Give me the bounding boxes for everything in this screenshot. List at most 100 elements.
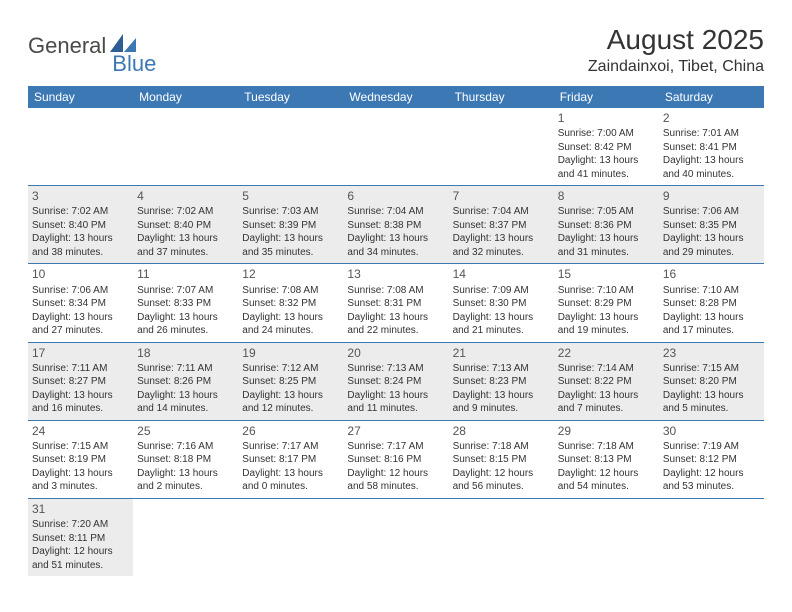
day-header: Friday xyxy=(554,86,659,108)
day-info-line: Sunset: 8:29 PM xyxy=(558,297,655,311)
day-info-line: Daylight: 13 hours xyxy=(663,389,760,403)
day-info-line: Daylight: 12 hours xyxy=(558,467,655,481)
day-info-line: Daylight: 12 hours xyxy=(32,545,129,559)
day-info-line: Sunset: 8:28 PM xyxy=(663,297,760,311)
day-number: 8 xyxy=(558,188,655,204)
day-info-line: and 12 minutes. xyxy=(242,402,339,416)
day-info-line: and 27 minutes. xyxy=(32,324,129,338)
day-info-line: Sunset: 8:42 PM xyxy=(558,141,655,155)
day-info-line: and 21 minutes. xyxy=(453,324,550,338)
day-info-line: Sunrise: 7:18 AM xyxy=(558,440,655,454)
day-number: 25 xyxy=(137,423,234,439)
calendar-day-cell: 15Sunrise: 7:10 AMSunset: 8:29 PMDayligh… xyxy=(554,264,659,342)
day-info-line: Sunset: 8:35 PM xyxy=(663,219,760,233)
day-info-line: Sunrise: 7:05 AM xyxy=(558,205,655,219)
day-header: Tuesday xyxy=(238,86,343,108)
day-number: 10 xyxy=(32,266,129,282)
calendar-day-cell: 21Sunrise: 7:13 AMSunset: 8:23 PMDayligh… xyxy=(449,342,554,420)
day-info-line: Daylight: 13 hours xyxy=(242,311,339,325)
calendar-day-cell: 24Sunrise: 7:15 AMSunset: 8:19 PMDayligh… xyxy=(28,420,133,498)
calendar-day-cell: 31Sunrise: 7:20 AMSunset: 8:11 PMDayligh… xyxy=(28,498,133,576)
day-info-line: Daylight: 13 hours xyxy=(32,311,129,325)
day-number: 19 xyxy=(242,345,339,361)
day-info-line: Sunset: 8:40 PM xyxy=(32,219,129,233)
calendar-day-cell: 12Sunrise: 7:08 AMSunset: 8:32 PMDayligh… xyxy=(238,264,343,342)
day-info-line: Sunset: 8:32 PM xyxy=(242,297,339,311)
day-number: 16 xyxy=(663,266,760,282)
calendar-table: Sunday Monday Tuesday Wednesday Thursday… xyxy=(28,86,764,576)
day-info-line: Sunset: 8:22 PM xyxy=(558,375,655,389)
day-info-line: Daylight: 13 hours xyxy=(453,232,550,246)
day-number: 4 xyxy=(137,188,234,204)
sail-icon xyxy=(110,34,136,52)
day-info-line: Daylight: 13 hours xyxy=(558,311,655,325)
day-info-line: Sunset: 8:30 PM xyxy=(453,297,550,311)
day-info-line: Sunset: 8:13 PM xyxy=(558,453,655,467)
day-number: 11 xyxy=(137,266,234,282)
day-info-line: Sunset: 8:25 PM xyxy=(242,375,339,389)
day-info-line: Daylight: 13 hours xyxy=(558,389,655,403)
calendar-day-cell xyxy=(28,108,133,186)
calendar-day-cell: 5Sunrise: 7:03 AMSunset: 8:39 PMDaylight… xyxy=(238,186,343,264)
day-info-line: Daylight: 13 hours xyxy=(347,389,444,403)
day-info-line: Sunset: 8:36 PM xyxy=(558,219,655,233)
day-info-line: Sunrise: 7:18 AM xyxy=(453,440,550,454)
day-info-line: Sunrise: 7:10 AM xyxy=(558,284,655,298)
day-info-line: and 41 minutes. xyxy=(558,168,655,182)
calendar-day-cell: 17Sunrise: 7:11 AMSunset: 8:27 PMDayligh… xyxy=(28,342,133,420)
day-info-line: Sunrise: 7:02 AM xyxy=(32,205,129,219)
logo-text-general: General xyxy=(28,33,106,59)
day-info-line: Daylight: 13 hours xyxy=(32,232,129,246)
day-info-line: and 14 minutes. xyxy=(137,402,234,416)
calendar-day-cell xyxy=(343,108,448,186)
day-info-line: Sunrise: 7:14 AM xyxy=(558,362,655,376)
day-info-line: and 3 minutes. xyxy=(32,480,129,494)
day-number: 9 xyxy=(663,188,760,204)
day-info-line: Sunset: 8:11 PM xyxy=(32,532,129,546)
calendar-day-cell: 4Sunrise: 7:02 AMSunset: 8:40 PMDaylight… xyxy=(133,186,238,264)
day-info-line: and 37 minutes. xyxy=(137,246,234,260)
calendar-week-row: 3Sunrise: 7:02 AMSunset: 8:40 PMDaylight… xyxy=(28,186,764,264)
day-info-line: Daylight: 13 hours xyxy=(558,154,655,168)
day-number: 17 xyxy=(32,345,129,361)
day-number: 24 xyxy=(32,423,129,439)
day-info-line: Daylight: 13 hours xyxy=(242,389,339,403)
calendar-day-cell: 3Sunrise: 7:02 AMSunset: 8:40 PMDaylight… xyxy=(28,186,133,264)
day-number: 6 xyxy=(347,188,444,204)
calendar-day-cell: 20Sunrise: 7:13 AMSunset: 8:24 PMDayligh… xyxy=(343,342,448,420)
day-info-line: Sunset: 8:38 PM xyxy=(347,219,444,233)
day-info-line: Sunrise: 7:19 AM xyxy=(663,440,760,454)
day-info-line: Daylight: 12 hours xyxy=(663,467,760,481)
day-info-line: Sunrise: 7:03 AM xyxy=(242,205,339,219)
calendar-day-cell xyxy=(238,108,343,186)
title-block: August 2025 Zaindainxoi, Tibet, China xyxy=(588,24,764,76)
day-info-line: Sunrise: 7:04 AM xyxy=(347,205,444,219)
day-info-line: and 31 minutes. xyxy=(558,246,655,260)
day-info-line: Sunset: 8:12 PM xyxy=(663,453,760,467)
day-info-line: Sunset: 8:20 PM xyxy=(663,375,760,389)
calendar-day-cell xyxy=(449,108,554,186)
day-header: Monday xyxy=(133,86,238,108)
day-info-line: Sunrise: 7:12 AM xyxy=(242,362,339,376)
day-info-line: and 9 minutes. xyxy=(453,402,550,416)
day-info-line: and 22 minutes. xyxy=(347,324,444,338)
day-info-line: and 58 minutes. xyxy=(347,480,444,494)
day-info-line: and 5 minutes. xyxy=(663,402,760,416)
calendar-day-cell xyxy=(133,108,238,186)
day-info-line: Daylight: 12 hours xyxy=(347,467,444,481)
day-number: 23 xyxy=(663,345,760,361)
day-number: 20 xyxy=(347,345,444,361)
day-number: 12 xyxy=(242,266,339,282)
day-number: 28 xyxy=(453,423,550,439)
day-info-line: Sunrise: 7:13 AM xyxy=(453,362,550,376)
day-number: 26 xyxy=(242,423,339,439)
day-info-line: Sunrise: 7:15 AM xyxy=(663,362,760,376)
day-info-line: and 26 minutes. xyxy=(137,324,234,338)
day-info-line: Sunrise: 7:04 AM xyxy=(453,205,550,219)
day-info-line: and 32 minutes. xyxy=(453,246,550,260)
day-info-line: and 2 minutes. xyxy=(137,480,234,494)
calendar-day-cell: 1Sunrise: 7:00 AMSunset: 8:42 PMDaylight… xyxy=(554,108,659,186)
logo-text-blue: Blue xyxy=(112,51,156,77)
calendar-week-row: 1Sunrise: 7:00 AMSunset: 8:42 PMDaylight… xyxy=(28,108,764,186)
day-number: 18 xyxy=(137,345,234,361)
